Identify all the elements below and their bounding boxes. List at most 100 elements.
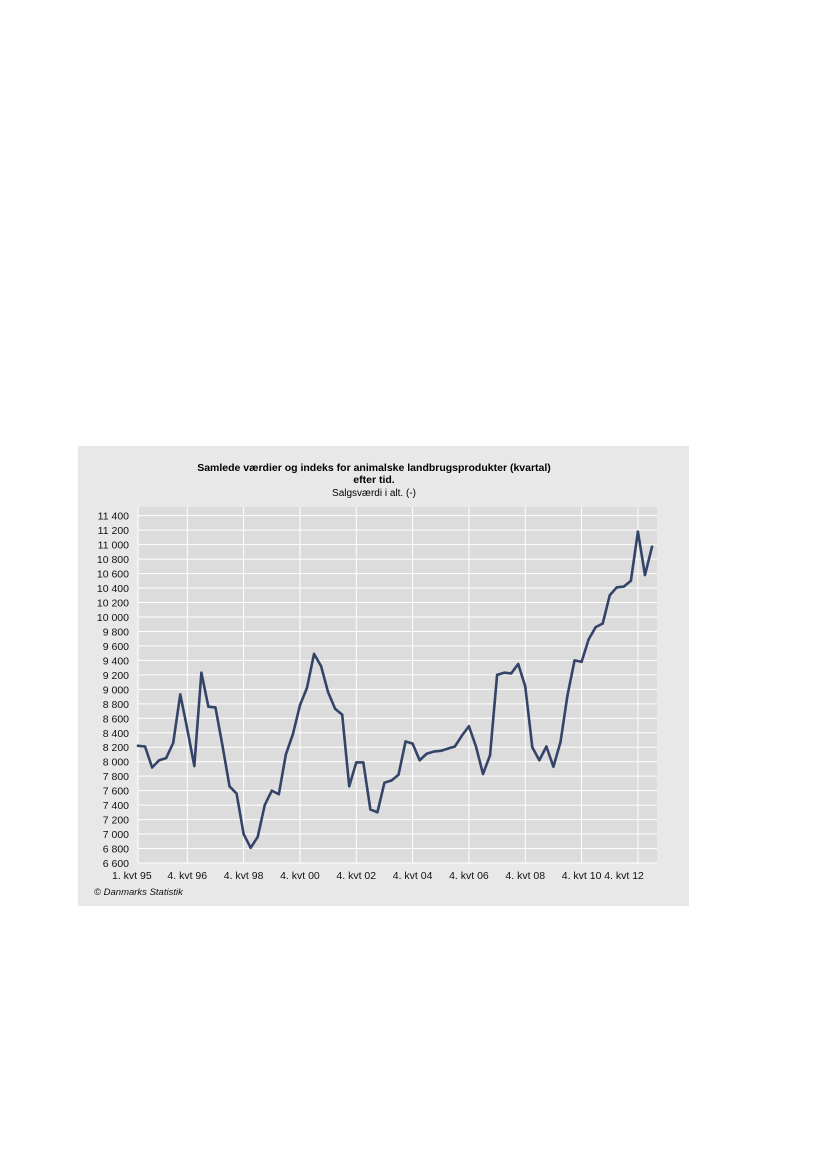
data-point <box>601 622 604 625</box>
data-point <box>545 745 548 748</box>
data-point <box>172 741 175 745</box>
y-tick-label: 7 000 <box>103 829 129 841</box>
data-point <box>425 752 428 755</box>
chart-title-line-2: efter tid. <box>353 474 395 486</box>
data-point <box>136 744 140 747</box>
data-point <box>580 660 583 664</box>
x-tick-label: 4. kvt 02 <box>336 870 376 882</box>
data-point <box>636 530 640 533</box>
x-tick-label: 4. kvt 98 <box>224 870 264 882</box>
data-point <box>249 846 252 850</box>
y-tick-label: 7 200 <box>103 815 129 827</box>
data-point <box>573 659 576 662</box>
y-tick-label: 8 400 <box>103 728 129 740</box>
data-point <box>446 747 450 750</box>
data-point <box>369 808 372 811</box>
data-point <box>608 594 611 597</box>
data-point <box>531 746 534 749</box>
data-point <box>460 734 464 737</box>
data-point <box>502 671 506 674</box>
data-point <box>362 761 365 764</box>
data-point <box>179 693 182 696</box>
data-point <box>355 761 358 764</box>
data-point <box>587 638 590 641</box>
data-point <box>615 586 618 589</box>
data-point <box>376 811 379 814</box>
x-tick-label: 4. kvt 12 <box>604 870 644 882</box>
x-tick-label: 1. kvt 95 <box>112 870 152 882</box>
line-chart: Samlede værdier og indeks for animalske … <box>94 462 657 898</box>
data-point <box>256 835 259 839</box>
data-point <box>418 759 421 762</box>
data-point <box>270 789 273 792</box>
data-point <box>538 759 541 762</box>
data-point <box>228 785 231 788</box>
y-tick-label: 9 000 <box>103 684 129 696</box>
data-point <box>552 765 555 768</box>
y-tick-label: 8 000 <box>103 757 129 769</box>
data-point <box>207 705 210 708</box>
y-tick-label: 10 600 <box>97 569 129 581</box>
data-point <box>143 745 147 748</box>
x-tick-label: 4. kvt 06 <box>449 870 489 882</box>
y-tick-label: 7 800 <box>103 771 129 783</box>
series-layer <box>136 530 654 850</box>
data-point <box>643 573 647 577</box>
data-point <box>439 749 442 753</box>
data-point <box>193 764 196 768</box>
y-tick-label: 10 800 <box>97 554 129 566</box>
data-point <box>164 756 168 760</box>
y-tick-label: 7 600 <box>103 786 129 798</box>
y-tick-label: 9 400 <box>103 655 129 667</box>
data-point <box>305 686 309 690</box>
data-point <box>284 753 288 756</box>
y-tick-label: 9 800 <box>103 626 129 638</box>
data-point <box>481 772 485 776</box>
x-axis-ticks: 1. kvt 95 4. kvt 96 4. kvt 98 4. kvt 00 4. k… <box>112 870 644 882</box>
series-line <box>136 530 654 850</box>
x-tick-label: 4. kvt 10 <box>562 870 602 882</box>
data-point <box>488 753 492 757</box>
y-tick-label: 8 800 <box>103 699 129 711</box>
plot-area <box>138 507 657 863</box>
y-tick-label: 8 200 <box>103 742 129 754</box>
y-tick-label: 8 600 <box>103 713 129 725</box>
y-tick-label: 9 200 <box>103 670 129 682</box>
data-point <box>221 744 224 747</box>
data-point <box>333 707 337 711</box>
x-tick-label: 4. kvt 08 <box>505 870 545 882</box>
data-point <box>474 745 478 748</box>
y-tick-label: 6 600 <box>103 858 129 870</box>
data-point <box>348 785 351 788</box>
y-tick-label: 10 000 <box>97 612 129 624</box>
data-point <box>186 727 189 731</box>
y-tick-label: 11 200 <box>98 525 129 537</box>
data-point <box>559 740 562 744</box>
data-point <box>312 652 316 656</box>
source-credit: © Danmarks Statistik <box>94 887 184 898</box>
data-point <box>453 745 457 748</box>
y-tick-label: 11 000 <box>98 540 129 552</box>
y-tick-label: 9 600 <box>103 641 129 653</box>
data-point <box>467 725 471 728</box>
data-point <box>432 750 435 753</box>
data-point <box>509 672 513 675</box>
data-point <box>397 773 400 776</box>
data-point <box>298 704 302 707</box>
data-point <box>150 766 154 769</box>
data-point <box>650 545 654 548</box>
data-point <box>200 671 203 674</box>
data-point <box>622 585 626 588</box>
data-point <box>277 793 281 796</box>
data-point <box>411 742 414 745</box>
data-point <box>524 685 527 688</box>
data-point <box>629 579 633 583</box>
data-point <box>263 803 266 807</box>
y-tick-label: 7 400 <box>103 800 129 812</box>
data-point <box>495 673 499 677</box>
data-point <box>383 781 386 784</box>
data-point <box>326 691 330 694</box>
data-point <box>235 792 238 795</box>
x-tick-label: 4. kvt 04 <box>393 870 433 882</box>
y-tick-label: 10 200 <box>97 598 129 610</box>
